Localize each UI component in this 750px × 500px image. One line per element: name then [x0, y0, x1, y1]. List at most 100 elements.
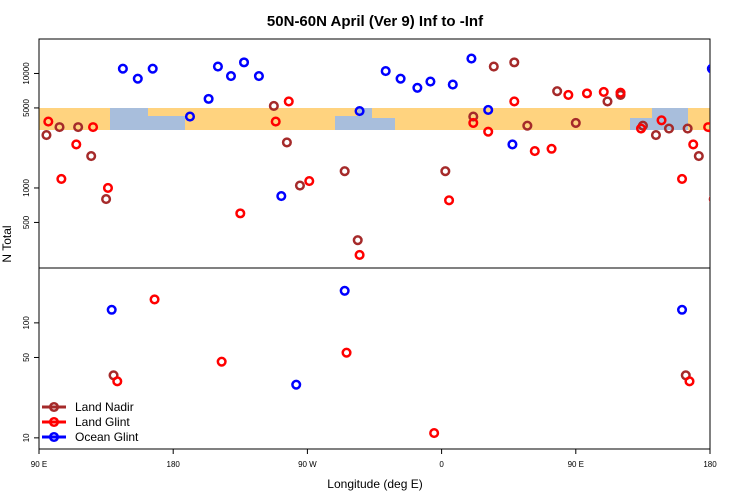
point-land-glint: [529, 146, 540, 157]
x-axis: 90 E 180 90 W 0 90 E 180: [31, 449, 717, 469]
point-land-glint: [656, 115, 667, 126]
point-land-nadir: [468, 111, 479, 122]
point-land-glint: [341, 347, 352, 358]
point-ocean-glint: [117, 63, 128, 74]
y-tick-label-lower: 50: [22, 352, 31, 361]
chart-title: 50N-60N April (Ver 9) Inf to -Inf: [267, 13, 484, 30]
point-land-nadir: [73, 122, 84, 133]
point-land-nadir: [294, 180, 305, 191]
point-ocean-glint: [740, 65, 748, 73]
point-land-glint: [581, 88, 593, 99]
point-ocean-glint: [147, 63, 158, 74]
point-land-glint: [444, 195, 455, 206]
point-land-glint: [354, 249, 365, 261]
point-land-nadir: [86, 151, 97, 162]
legend-label-land-nadir: Land Nadir: [75, 400, 134, 414]
point-land-glint: [43, 116, 54, 127]
point-land-glint: [563, 89, 574, 100]
point-ocean-glint: [184, 111, 196, 122]
x-tick-label: 0: [439, 460, 444, 469]
y-tick-label-lower: 100: [22, 316, 31, 330]
point-land-glint: [102, 182, 114, 194]
point-ocean-glint: [106, 304, 117, 315]
point-ocean-glint: [706, 64, 710, 74]
point-land-nadir: [281, 137, 292, 148]
point-land-nadir: [101, 194, 112, 205]
legend-entry-land-glint: Land Glint: [42, 415, 130, 429]
y-tick-label-upper: 10000: [22, 62, 31, 85]
x-tick-label: 90 W: [298, 460, 317, 469]
data-points: [41, 53, 748, 439]
point-land-glint: [235, 208, 246, 219]
point-ocean-glint: [203, 93, 214, 104]
point-land-glint: [703, 122, 710, 133]
point-land-nadir: [352, 235, 363, 246]
point-land-glint: [149, 294, 160, 305]
point-ocean-glint: [132, 73, 143, 84]
point-land-glint: [71, 139, 82, 150]
point-ocean-glint: [212, 61, 223, 72]
point-land-glint: [688, 139, 699, 150]
y-tick-label-upper: 1000: [22, 179, 31, 197]
legend-marker-ocean-glint: [48, 431, 60, 443]
point-ocean-glint: [676, 304, 688, 315]
legend-marker-land-nadir: [48, 401, 60, 413]
point-land-glint: [56, 173, 67, 184]
point-land-nadir: [488, 61, 499, 72]
x-tick-label: 180: [703, 460, 717, 469]
point-land-glint: [676, 173, 688, 184]
point-land-glint: [112, 376, 123, 387]
point-land-glint: [270, 116, 281, 127]
point-ocean-glint: [507, 139, 518, 150]
point-ocean-glint: [253, 70, 264, 82]
legend-marker-land-glint: [48, 416, 60, 428]
y-tick-label-upper: 5000: [22, 98, 31, 116]
point-land-glint: [598, 86, 609, 97]
point-ocean-glint: [354, 105, 365, 117]
x-tick-label: 180: [167, 460, 181, 469]
y-axis-label: N Total: [0, 225, 14, 262]
point-ocean-glint: [447, 79, 458, 90]
point-land-nadir: [693, 151, 704, 162]
point-ocean-glint: [238, 57, 250, 68]
y-axis-lower: 10 50 100: [22, 316, 39, 442]
point-ocean-glint: [425, 76, 436, 87]
point-land-glint: [429, 428, 440, 439]
point-land-glint: [304, 175, 315, 187]
point-land-nadir: [41, 129, 52, 141]
point-land-glint: [615, 87, 626, 98]
point-land-nadir: [552, 86, 563, 97]
point-land-glint: [216, 356, 227, 367]
x-axis-label: Longitude (deg E): [327, 477, 422, 491]
point-land-glint: [635, 123, 647, 134]
x-tick-label: 90 E: [31, 460, 47, 469]
point-ocean-glint: [291, 379, 302, 390]
point-ocean-glint: [725, 75, 733, 83]
point-ocean-glint: [483, 104, 494, 116]
point-land-nadir: [440, 166, 451, 177]
legend-entry-land-nadir: Land Nadir: [42, 400, 134, 414]
y-tick-label-lower: 10: [22, 433, 31, 442]
point-land-nadir: [54, 122, 65, 133]
point-land-nadir: [663, 123, 675, 134]
point-land-glint: [468, 117, 479, 128]
point-land-nadir: [708, 195, 710, 203]
point-land-glint: [283, 96, 294, 107]
plot-frame: [38, 38, 711, 450]
point-land-glint: [684, 376, 695, 387]
point-land-glint: [721, 296, 729, 304]
point-ocean-glint: [225, 70, 237, 82]
y-axis-upper: 500 1000 5000 10000: [22, 62, 39, 229]
point-land-nadir: [570, 117, 581, 128]
point-land-glint: [546, 143, 557, 154]
point-ocean-glint: [276, 190, 287, 202]
point-ocean-glint: [395, 73, 406, 84]
x-tick-label: 90 E: [568, 460, 584, 469]
point-land-nadir: [682, 123, 693, 134]
point-land-nadir: [522, 120, 533, 131]
legend-entry-ocean-glint: Ocean Glint: [42, 430, 139, 444]
point-land-nadir: [268, 100, 279, 112]
y-tick-label-upper: 500: [22, 215, 31, 229]
legend-label-ocean-glint: Ocean Glint: [75, 430, 139, 444]
